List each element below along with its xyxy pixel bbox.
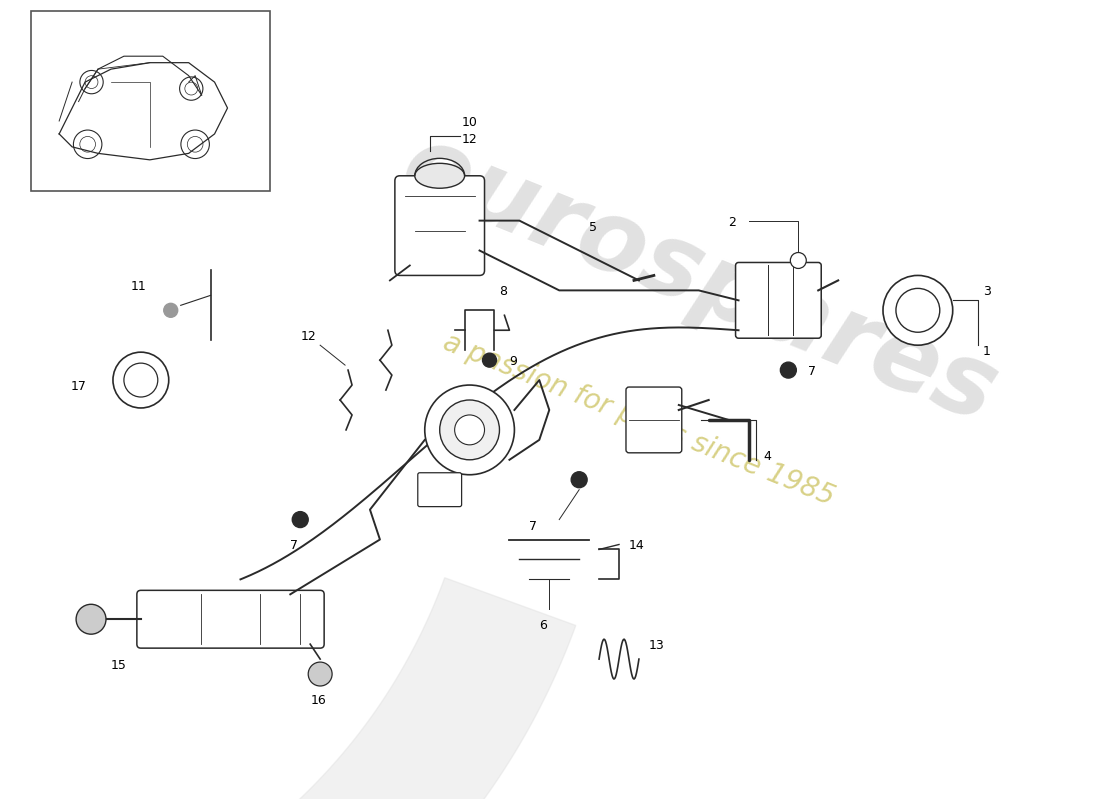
- Polygon shape: [0, 578, 575, 800]
- Circle shape: [293, 512, 308, 527]
- Text: 16: 16: [310, 694, 326, 707]
- Circle shape: [454, 415, 484, 445]
- Circle shape: [113, 352, 168, 408]
- Text: 11: 11: [131, 280, 146, 294]
- Circle shape: [164, 303, 178, 318]
- Text: 10: 10: [462, 116, 477, 129]
- Text: 3: 3: [982, 286, 990, 298]
- Circle shape: [483, 353, 496, 367]
- Circle shape: [76, 604, 106, 634]
- FancyBboxPatch shape: [395, 176, 484, 275]
- Text: 6: 6: [539, 619, 547, 632]
- Text: 7: 7: [529, 519, 538, 533]
- Circle shape: [440, 400, 499, 460]
- Text: 9: 9: [509, 355, 517, 368]
- Circle shape: [571, 472, 587, 488]
- Circle shape: [308, 662, 332, 686]
- Circle shape: [883, 275, 953, 345]
- Bar: [31, 11, 271, 190]
- Text: 15: 15: [111, 659, 126, 672]
- FancyBboxPatch shape: [136, 590, 324, 648]
- Text: eurospares: eurospares: [387, 117, 1010, 444]
- Circle shape: [790, 253, 806, 269]
- Text: 14: 14: [629, 539, 645, 553]
- Ellipse shape: [415, 163, 464, 188]
- Text: 12: 12: [462, 133, 477, 146]
- Text: 4: 4: [763, 450, 771, 462]
- Text: 8: 8: [499, 286, 507, 298]
- Text: 12: 12: [300, 330, 316, 343]
- Text: 2: 2: [728, 216, 737, 229]
- FancyBboxPatch shape: [626, 387, 682, 453]
- Circle shape: [780, 362, 796, 378]
- Circle shape: [425, 385, 515, 474]
- Text: 13: 13: [649, 639, 664, 652]
- FancyBboxPatch shape: [418, 473, 462, 506]
- Text: a passion for parts since 1985: a passion for parts since 1985: [439, 328, 838, 511]
- Text: 17: 17: [72, 380, 87, 393]
- Text: 1: 1: [982, 345, 990, 358]
- Text: 5: 5: [590, 221, 597, 234]
- Text: 7: 7: [808, 365, 816, 378]
- Text: 7: 7: [290, 539, 298, 553]
- FancyBboxPatch shape: [736, 262, 822, 338]
